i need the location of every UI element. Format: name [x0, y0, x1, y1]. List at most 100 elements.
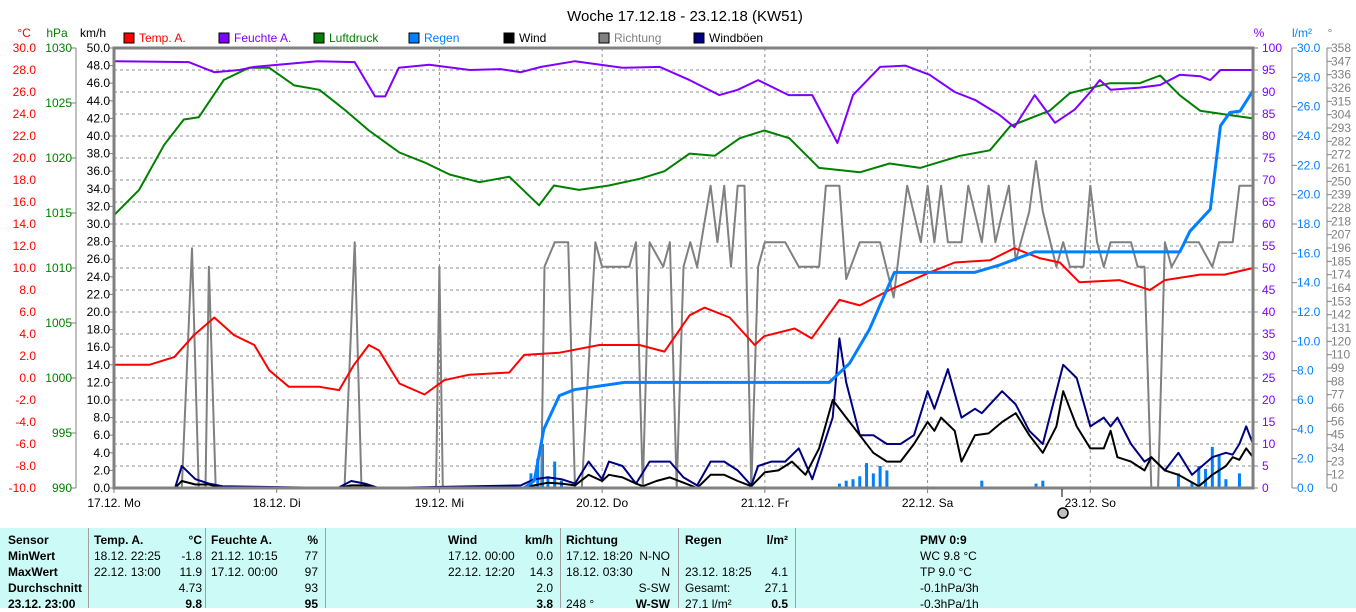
wind-tick-label: 24.0	[87, 270, 111, 284]
humidity-tick-label: 50	[1262, 261, 1276, 275]
rain-bar	[1237, 473, 1241, 488]
pmv-detail: TP 9.0 °C	[920, 565, 972, 579]
direction-tick-label: 239	[1331, 188, 1351, 202]
rain-bar	[878, 466, 882, 488]
wind-tick-label: 4.0	[93, 446, 110, 460]
wind-tick-label: 12.0	[87, 375, 111, 389]
direction-tick-label: 45	[1331, 428, 1345, 442]
pmv-detail: -0.1hPa/3h	[920, 581, 979, 595]
stats-table: Sensor Temp. A. °C Feuchte A.% Wind km/h Richt…	[0, 528, 1356, 611]
rain-tick-label: 14.0	[1297, 276, 1321, 290]
direction-tick-label: 304	[1331, 108, 1351, 122]
humidity-value: 93	[304, 581, 318, 595]
pressure-tick-label: 990	[52, 481, 72, 495]
humidity-time: 17.12. 00:00	[211, 565, 278, 579]
time-marker-handle[interactable]	[1057, 507, 1069, 519]
temp-tick-label: 14.0	[13, 217, 37, 231]
direction-tick-label: 88	[1331, 374, 1345, 388]
rain-tick-label: 26.0	[1297, 100, 1321, 114]
rain-bar	[865, 463, 869, 488]
direction-tick-label: 196	[1331, 241, 1351, 255]
x-tick-label: 18.12. Di	[253, 496, 301, 510]
header-humidity: Feuchte A.	[211, 533, 272, 547]
humidity-tick-label: 90	[1262, 85, 1276, 99]
rain-tick-label: 22.0	[1297, 158, 1321, 172]
rain-time: 23.12. 18:25	[685, 565, 752, 579]
legend-label: Feuchte A.	[234, 31, 291, 45]
humidity-tick-label: 40	[1262, 305, 1276, 319]
rain-bar	[1190, 482, 1194, 488]
humidity-time: 21.12. 10:15	[211, 549, 278, 563]
humidity-axis-unit: %	[1254, 26, 1265, 40]
wind-time: 22.12. 12:20	[448, 565, 515, 579]
humidity-tick-label: 85	[1262, 107, 1276, 121]
direction-tick-label: 336	[1331, 68, 1351, 82]
rain-bar	[837, 483, 841, 488]
header-wind: Wind	[448, 533, 478, 547]
temp-tick-label: -10.0	[9, 481, 37, 495]
wind-value: 0.0	[536, 549, 553, 563]
rain-time: Gesamt:	[685, 581, 731, 595]
rain-tick-label: 28.0	[1297, 70, 1321, 84]
humidity-tick-label: 25	[1262, 371, 1276, 385]
direction-tick-label: 293	[1331, 121, 1351, 135]
legend-swatch	[693, 32, 705, 44]
weather-week-chart: Woche 17.12.18 - 23.12.18 (KW51) °C hPa …	[9, 8, 1351, 519]
temp-value: 9.8	[185, 597, 202, 611]
rain-bar	[1224, 479, 1228, 488]
legend-label: Wind	[519, 31, 546, 45]
series-line-feuchte-a-	[113, 60, 1253, 144]
series-line-wind	[114, 390, 1254, 489]
temp-tick-label: 18.0	[13, 173, 37, 187]
header-humidity-unit: %	[307, 533, 318, 547]
temp-tick-label: 16.0	[13, 195, 37, 209]
rain-tick-label: 30.0	[1297, 41, 1321, 55]
humidity-tick-label: 70	[1262, 173, 1276, 187]
temp-tick-label: 12.0	[13, 239, 37, 253]
column-divider	[205, 528, 206, 608]
temp-tick-label: -2.0	[15, 393, 36, 407]
series-line-windböen	[114, 337, 1254, 489]
legend-swatch	[598, 32, 610, 44]
temp-value: 4.73	[178, 581, 202, 595]
row-label: 23.12. 23:00	[8, 597, 76, 611]
temp-tick-label: 28.0	[13, 63, 37, 77]
direction-tick-label: 120	[1331, 334, 1351, 348]
x-tick-label: 17.12. Mo	[87, 496, 141, 510]
direction-tick-label: 23	[1331, 454, 1345, 468]
direction-tick-label: 228	[1331, 201, 1351, 215]
rain-value: 0.5	[771, 597, 788, 611]
direction-value: N-NO	[639, 549, 670, 563]
direction-time: 18.12. 03:30	[566, 565, 633, 579]
temp-tick-label: 0.0	[19, 371, 36, 385]
wind-tick-label: 2.0	[93, 463, 110, 477]
humidity-tick-label: 20	[1262, 393, 1276, 407]
wind-tick-label: 30.0	[87, 217, 111, 231]
direction-axis-unit: °	[1328, 26, 1333, 40]
wind-tick-label: 50.0	[87, 41, 111, 55]
temp-axis-unit: °C	[17, 26, 31, 40]
wind-tick-label: 0.0	[93, 481, 110, 495]
direction-tick-label: 207	[1331, 228, 1351, 242]
rain-bar	[980, 480, 984, 488]
direction-tick-label: 56	[1331, 414, 1345, 428]
legend-label: Richtung	[614, 31, 661, 45]
temp-tick-label: 6.0	[19, 305, 36, 319]
wind-tick-label: 22.0	[87, 287, 111, 301]
pmv-detail: -0.3hPa/1h	[920, 597, 979, 611]
humidity-tick-label: 10	[1262, 437, 1276, 451]
legend-label: Temp. A.	[139, 31, 186, 45]
humidity-tick-label: 80	[1262, 129, 1276, 143]
wind-tick-label: 40.0	[87, 129, 111, 143]
wind-tick-label: 46.0	[87, 76, 111, 90]
pressure-tick-label: 1005	[45, 316, 72, 330]
direction-tick-label: 174	[1331, 268, 1351, 282]
rain-value: 4.1	[771, 565, 788, 579]
legend-swatch	[503, 32, 515, 44]
pressure-tick-label: 1025	[45, 96, 72, 110]
legend-label: Regen	[424, 31, 459, 45]
temp-tick-label: 30.0	[13, 41, 37, 55]
wind-tick-label: 44.0	[87, 94, 111, 108]
direction-time: 248 °	[566, 597, 595, 611]
temp-tick-label: -4.0	[15, 415, 36, 429]
